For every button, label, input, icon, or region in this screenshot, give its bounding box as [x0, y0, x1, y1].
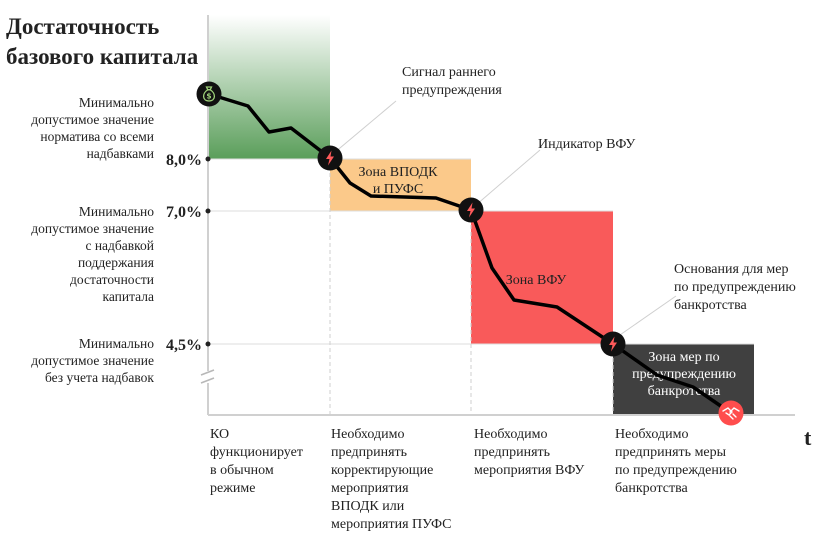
level-value-45: 4,5% [166, 337, 202, 354]
phase-2-line-3: корректирующие [331, 463, 433, 478]
level-desc-7-line-3: с надбавкой [85, 238, 154, 253]
lightning-icon [600, 331, 626, 357]
level-desc-45-line-1: Минимально [79, 336, 154, 351]
phase-2-line-2: предпринять [331, 445, 407, 460]
tick-dot-7 [205, 208, 211, 214]
phase-1-line-1: КО [210, 427, 229, 442]
level-desc-8-line-1: Минимально [79, 95, 154, 110]
tick-dot-8 [205, 156, 211, 162]
level-value-7: 7,0% [166, 204, 202, 221]
level-desc-7-line-5: достаточности [70, 272, 154, 287]
svg-text:$: $ [206, 92, 211, 101]
signal-label-3-line-3: банкротства [674, 298, 747, 313]
phase-4-line-3: по предупреждению [615, 463, 737, 478]
phase-2-line-4: мероприятия [331, 481, 409, 496]
level-desc-45-line-2: допустимое значение [31, 353, 154, 368]
signal-label-3-line-2: по предупреждению [674, 280, 796, 295]
signal-label-2-line-1: Индикатор ВФУ [538, 137, 635, 152]
level-desc-8-line-3: норматива со всеми [40, 129, 154, 144]
phase-1-line-4: режиме [210, 481, 255, 496]
broken-handshake-icon [718, 400, 744, 426]
phase-4-line-2: предпринять меры [615, 445, 727, 460]
zone-bankruptcy-label-line-2: предупреждению [632, 367, 736, 382]
phase-3-line-3: мероприятия ВФУ [474, 463, 584, 478]
level-desc-7-line-6: капитала [102, 289, 154, 304]
phase-1-line-2: функционирует [210, 445, 303, 460]
phase-3-line-1: Необходимо [474, 427, 547, 442]
phase-4-line-1: Необходимо [615, 427, 688, 442]
chart-title-line-1: Достаточность [6, 14, 159, 39]
chart-title-line-2: базового капитала [6, 44, 199, 69]
phase-3-line-2: предпринять [474, 445, 550, 460]
level-desc-7-line-2: допустимое значение [31, 221, 154, 236]
signal-label-3-line-1: Основания для мер [674, 262, 789, 277]
phase-2-line-5: ВПОДК или [331, 499, 405, 514]
phase-4-line-4: банкротства [615, 481, 688, 496]
signal-label-1-line-2: предупреждения [402, 83, 502, 98]
axis-break-icon [200, 369, 215, 384]
level-desc-7-line-1: Минимально [79, 204, 154, 219]
lightning-icon [458, 197, 484, 223]
signal-connector-3 [616, 295, 677, 338]
level-value-8: 8,0% [166, 152, 202, 169]
phase-2-line-1: Необходимо [331, 427, 404, 442]
phase-1-line-3: в обычном [210, 463, 274, 478]
signal-connector-1 [333, 100, 397, 154]
zone-bankruptcy-label-line-1: Зона мер по [648, 350, 719, 365]
capital-adequacy-line [207, 92, 733, 415]
signal-connector-2 [475, 149, 541, 206]
zone-vfu-label: Зона ВФУ [506, 273, 567, 288]
money-bag-icon: $ [196, 81, 222, 107]
zone-vpodk-label-line-1: Зона ВПОДК [359, 165, 439, 180]
zone-vfu [471, 211, 613, 344]
level-desc-8-line-2: допустимое значение [31, 112, 154, 127]
x-axis-label: t [804, 425, 812, 450]
tick-dot-45 [205, 341, 211, 347]
signal-label-1-line-1: Сигнал раннего [402, 65, 496, 80]
phase-2-line-6: мероприятия ПУФС [331, 517, 451, 532]
lightning-icon [317, 145, 343, 171]
level-desc-45-line-3: без учета надбавок [45, 370, 154, 385]
level-desc-7-line-4: поддержания [78, 255, 154, 270]
level-desc-8-line-4: надбавками [87, 146, 154, 161]
normal-zone [208, 15, 330, 159]
zone-vpodk-label-line-2: и ПУФС [373, 182, 423, 197]
